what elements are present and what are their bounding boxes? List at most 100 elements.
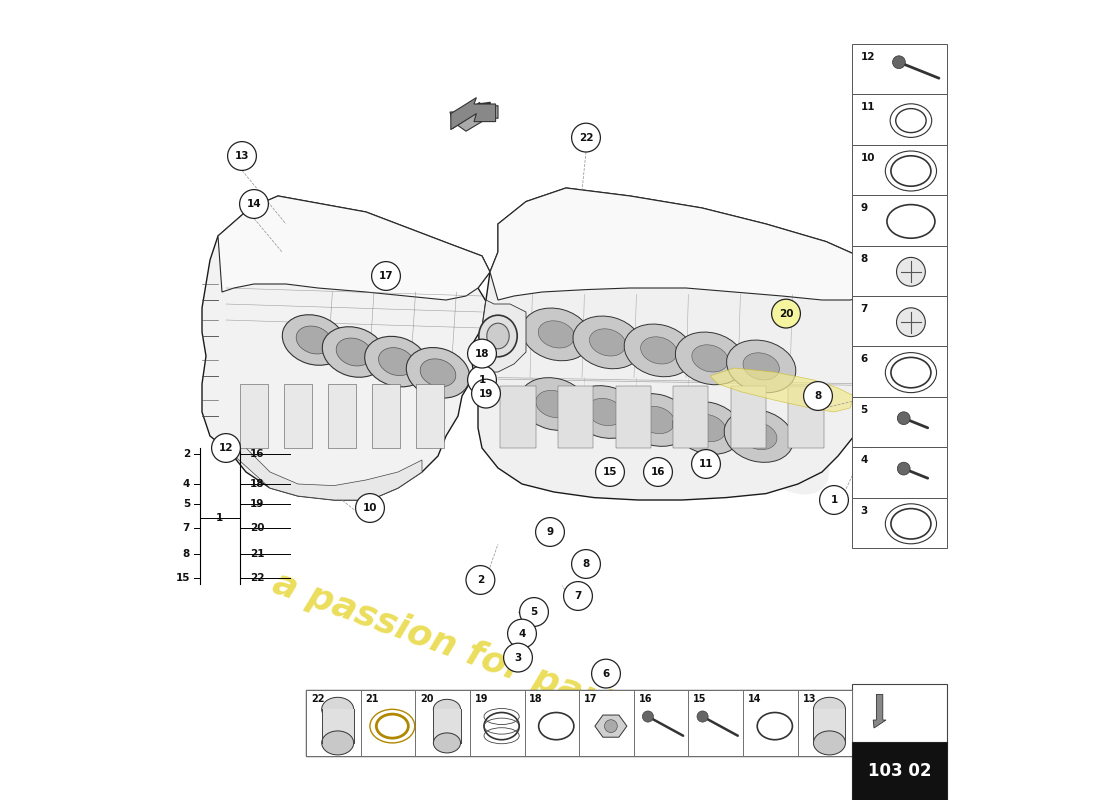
Ellipse shape xyxy=(321,731,354,755)
Text: 13: 13 xyxy=(234,151,250,161)
Polygon shape xyxy=(595,715,627,738)
Polygon shape xyxy=(218,196,490,300)
Circle shape xyxy=(504,643,532,672)
Bar xyxy=(306,690,852,756)
Text: 5: 5 xyxy=(183,499,190,509)
Text: 8: 8 xyxy=(860,254,868,264)
Text: 19: 19 xyxy=(478,389,493,398)
Text: 18: 18 xyxy=(250,479,264,489)
Text: eurospares: eurospares xyxy=(404,262,889,458)
Ellipse shape xyxy=(624,324,693,377)
Text: a passion for parts: a passion for parts xyxy=(267,566,640,730)
Ellipse shape xyxy=(638,406,674,434)
Text: 8: 8 xyxy=(814,391,822,401)
Polygon shape xyxy=(451,98,496,130)
Text: 8: 8 xyxy=(582,559,590,569)
Bar xyxy=(361,690,416,756)
Ellipse shape xyxy=(573,316,642,369)
Bar xyxy=(525,690,580,756)
Bar xyxy=(673,386,708,448)
Ellipse shape xyxy=(337,338,372,366)
Bar xyxy=(284,384,312,448)
Circle shape xyxy=(896,308,925,337)
Text: 2: 2 xyxy=(476,575,484,585)
Bar xyxy=(852,742,947,800)
Text: 6: 6 xyxy=(603,669,609,678)
Circle shape xyxy=(372,262,400,290)
Circle shape xyxy=(892,56,905,69)
Text: 6: 6 xyxy=(860,354,868,365)
Text: 12: 12 xyxy=(860,52,875,62)
Polygon shape xyxy=(710,368,854,412)
Text: 22: 22 xyxy=(579,133,593,142)
Bar xyxy=(852,684,947,744)
Ellipse shape xyxy=(322,326,386,378)
Text: 10: 10 xyxy=(363,503,377,513)
Text: 103 02: 103 02 xyxy=(868,762,932,780)
Circle shape xyxy=(592,659,620,688)
Text: 5: 5 xyxy=(530,607,538,617)
Circle shape xyxy=(898,412,910,425)
Polygon shape xyxy=(450,102,498,131)
Bar xyxy=(433,710,461,743)
Bar xyxy=(789,386,824,448)
Bar xyxy=(852,195,947,246)
Ellipse shape xyxy=(692,345,728,372)
Text: 15: 15 xyxy=(176,573,190,582)
Ellipse shape xyxy=(640,337,676,364)
Ellipse shape xyxy=(571,386,640,438)
Bar xyxy=(306,690,361,756)
Text: 18: 18 xyxy=(475,349,490,358)
Ellipse shape xyxy=(519,378,588,430)
Ellipse shape xyxy=(587,398,624,426)
Ellipse shape xyxy=(283,314,345,366)
Circle shape xyxy=(507,619,537,648)
Bar xyxy=(852,447,947,498)
Circle shape xyxy=(466,566,495,594)
Bar xyxy=(328,384,356,448)
Bar xyxy=(852,44,947,94)
Bar xyxy=(558,386,593,448)
Bar xyxy=(852,246,947,296)
Circle shape xyxy=(563,582,593,610)
Circle shape xyxy=(804,382,833,410)
Bar xyxy=(416,384,444,448)
Text: 21: 21 xyxy=(365,694,378,704)
Text: 20: 20 xyxy=(779,309,793,318)
Text: 4: 4 xyxy=(860,455,868,466)
Text: 5: 5 xyxy=(860,405,868,414)
Bar xyxy=(852,94,947,145)
Ellipse shape xyxy=(420,359,455,386)
Text: 9: 9 xyxy=(860,203,868,214)
Ellipse shape xyxy=(433,733,461,753)
Ellipse shape xyxy=(378,348,415,375)
Text: 19: 19 xyxy=(475,694,488,704)
Ellipse shape xyxy=(742,353,780,380)
Text: 7: 7 xyxy=(860,304,868,314)
Text: 16: 16 xyxy=(250,450,264,459)
Text: 20: 20 xyxy=(420,694,433,704)
Bar xyxy=(852,397,947,447)
Text: 21: 21 xyxy=(250,549,264,558)
Text: 16: 16 xyxy=(639,694,652,704)
Text: 35: 35 xyxy=(704,410,844,518)
Circle shape xyxy=(536,518,564,546)
Bar xyxy=(852,145,947,195)
Circle shape xyxy=(355,494,384,522)
Circle shape xyxy=(595,458,625,486)
Text: 13: 13 xyxy=(803,694,816,704)
Text: 14: 14 xyxy=(246,199,262,209)
Text: 9: 9 xyxy=(547,527,553,537)
Ellipse shape xyxy=(814,731,846,755)
Ellipse shape xyxy=(365,336,428,387)
Circle shape xyxy=(644,458,672,486)
Circle shape xyxy=(519,598,549,626)
Circle shape xyxy=(472,379,500,408)
Text: 2: 2 xyxy=(183,450,190,459)
Text: 11: 11 xyxy=(698,459,713,469)
Bar xyxy=(470,690,525,756)
Text: 19: 19 xyxy=(250,499,264,509)
Text: 7: 7 xyxy=(574,591,582,601)
Ellipse shape xyxy=(621,394,691,446)
Ellipse shape xyxy=(433,699,461,719)
